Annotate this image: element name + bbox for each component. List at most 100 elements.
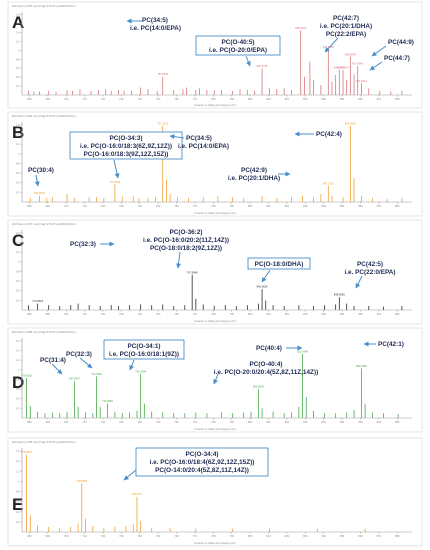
- annotation-line: i.e. PC(O-16:0/18:4(6Z,9Z,12Z,15Z)): [150, 459, 255, 466]
- x-tick-label: 700: [64, 534, 69, 538]
- annotation: PC(42:5) i.e. PC(22:0/EPA): [344, 261, 396, 289]
- y-tick-label: 1.2: [16, 39, 20, 43]
- annotation: PC(30:4): [28, 167, 54, 187]
- panel-e: ESI Scan (2.356 min) Frag=175.0V qcaS300…: [7, 437, 423, 547]
- x-tick-label: 860: [358, 204, 363, 208]
- x-axis-label: Counts vs. Mass-to-Charge (m/z): [194, 211, 235, 215]
- y-tick-label: 0.4: [16, 289, 20, 293]
- annotation: PC(31:4): [40, 357, 66, 375]
- x-tick-label: 810: [266, 534, 271, 538]
- panel-c: ESI Scan (1.627 min) Frag=175.0V qcaS300…: [7, 219, 423, 325]
- x-tick-label: 790: [230, 97, 235, 101]
- panel-d: ESI Scan (1.886 min) Frag=175.0V qcaS300…: [7, 327, 423, 433]
- peak-mz-label: 842.5685: [323, 45, 334, 49]
- annotation-box: [247, 257, 311, 270]
- x-tick-label: 850: [340, 204, 345, 208]
- y-tick-label: 0.2: [16, 406, 20, 410]
- annotation: PC(42:9) i.e. PC(20:1/DHA): [228, 167, 291, 182]
- annotation-line: PC(30:4): [28, 167, 54, 174]
- x-tick-label: 870: [377, 97, 382, 101]
- panel-frame: [7, 111, 423, 217]
- annotation-arrow: [371, 45, 387, 57]
- annotation-line: PC(42:1): [378, 341, 404, 348]
- x-tick-label: 780: [211, 534, 216, 538]
- y-tick-label: 1.6: [16, 339, 20, 343]
- x-tick-label: 700: [64, 312, 69, 316]
- panel-letter: E: [12, 495, 23, 514]
- x-tick-label: 830: [303, 312, 308, 316]
- annotation: PC(32:3): [66, 351, 93, 369]
- annotation: PC(42:4): [294, 131, 342, 138]
- annotation: PC(O-34:4) i.e. PC(O-16:0/18:4(6Z,9Z,12Z…: [123, 447, 269, 481]
- x-tick-label: 800: [248, 97, 253, 101]
- x-tick-label: 790: [230, 312, 235, 316]
- x-tick-label: 740: [138, 420, 143, 424]
- x-tick-label: 870: [377, 420, 382, 424]
- panel-letter: B: [12, 123, 24, 142]
- x-tick-label: 840: [322, 534, 327, 538]
- x-tick-label: 770: [193, 534, 198, 538]
- x-tick-label: 860: [358, 420, 363, 424]
- x-tick-label: 880: [395, 420, 400, 424]
- x-tick-label: 800: [248, 534, 253, 538]
- peak-mz-label: 680.5060: [34, 191, 45, 195]
- x-tick-label: 760: [174, 420, 179, 424]
- y-tick-label: 1: [18, 479, 20, 483]
- annotation-line: PC(O-36:2): [169, 229, 202, 236]
- annotation-box: [195, 35, 281, 56]
- y-tick-label: 1.6: [16, 231, 20, 235]
- x-tick-label: 840: [322, 312, 327, 316]
- panel-letter: D: [12, 373, 24, 392]
- annotation-arrow: [34, 174, 40, 187]
- x-tick-label: 710: [82, 204, 87, 208]
- x-tick-label: 840: [322, 204, 327, 208]
- x-tick-label: 690: [46, 312, 51, 316]
- x-tick-label: 870: [377, 534, 382, 538]
- y-tick-label: 1.2: [16, 469, 20, 473]
- x-tick-label: 720: [101, 420, 106, 424]
- x-tick-label: 740: [138, 97, 143, 101]
- x-axis-label: Counts vs. Mass-to-Charge (m/z): [194, 103, 235, 107]
- peak-mz-label: 848.5563: [334, 66, 345, 70]
- x-tick-label: 870: [377, 312, 382, 316]
- annotation-line: PC(O-34:3): [109, 135, 142, 142]
- annotation-box: [103, 339, 185, 360]
- y-tick-label: 0.2: [16, 520, 20, 524]
- annotation-line: PC(40:4): [256, 345, 282, 352]
- x-tick-label: 690: [46, 534, 51, 538]
- x-tick-label: 730: [119, 534, 124, 538]
- panel-header: ESI Scan (2.356 min) Frag=175.0V qcaS300…: [12, 440, 76, 444]
- y-tick-label: 1.4: [16, 241, 20, 245]
- annotation: PC(40:4): [256, 345, 303, 352]
- x-tick-label: 780: [211, 204, 216, 208]
- annotation: PC(O-18:0/DHA): [247, 257, 311, 283]
- annotation-arrow: [169, 134, 185, 140]
- annotation: PC(32:3): [70, 241, 115, 248]
- x-tick-label: 850: [340, 534, 345, 538]
- x-tick-label: 720: [101, 312, 106, 316]
- annotation-arrow: [79, 357, 93, 369]
- y-tick-label: 1.8: [16, 13, 20, 17]
- x-tick-label: 710: [82, 312, 87, 316]
- annotation-line: i.e. PC(O-16:0/18:1(9Z)): [109, 351, 179, 358]
- annotation-arrow: [213, 373, 219, 385]
- x-tick-label: 850: [340, 420, 345, 424]
- annotation: PC(42:1): [363, 341, 404, 348]
- x-tick-label: 790: [230, 534, 235, 538]
- annotation-line: PC(O-16:0/18:3(9Z,12Z,15Z)): [84, 151, 169, 158]
- x-tick-label: 810: [266, 97, 271, 101]
- x-tick-label: 690: [46, 420, 51, 424]
- x-tick-label: 680: [27, 312, 32, 316]
- annotation-line: PC(42:9): [241, 167, 267, 174]
- x-tick-label: 820: [285, 97, 290, 101]
- panel-a: ESI Scan (1.874 min) Frag=175.0V qcaS300…: [7, 1, 423, 109]
- y-tick-label: 1: [18, 152, 20, 156]
- y-tick-label: 0.6: [16, 500, 20, 504]
- annotation-line: i.e. PC(20:1/DHA): [320, 23, 372, 30]
- peak-mz-label: 716.5562: [91, 372, 102, 376]
- y-tick-label: 1.4: [16, 459, 20, 463]
- annotation: PC(O-36:2) i.e. PC(O-16:0/20:2(11Z,14Z))…: [143, 229, 229, 269]
- panel-header: ESI Scan (1.886 min) Frag=175.0V qcaS300…: [12, 330, 76, 334]
- x-tick-label: 800: [248, 420, 253, 424]
